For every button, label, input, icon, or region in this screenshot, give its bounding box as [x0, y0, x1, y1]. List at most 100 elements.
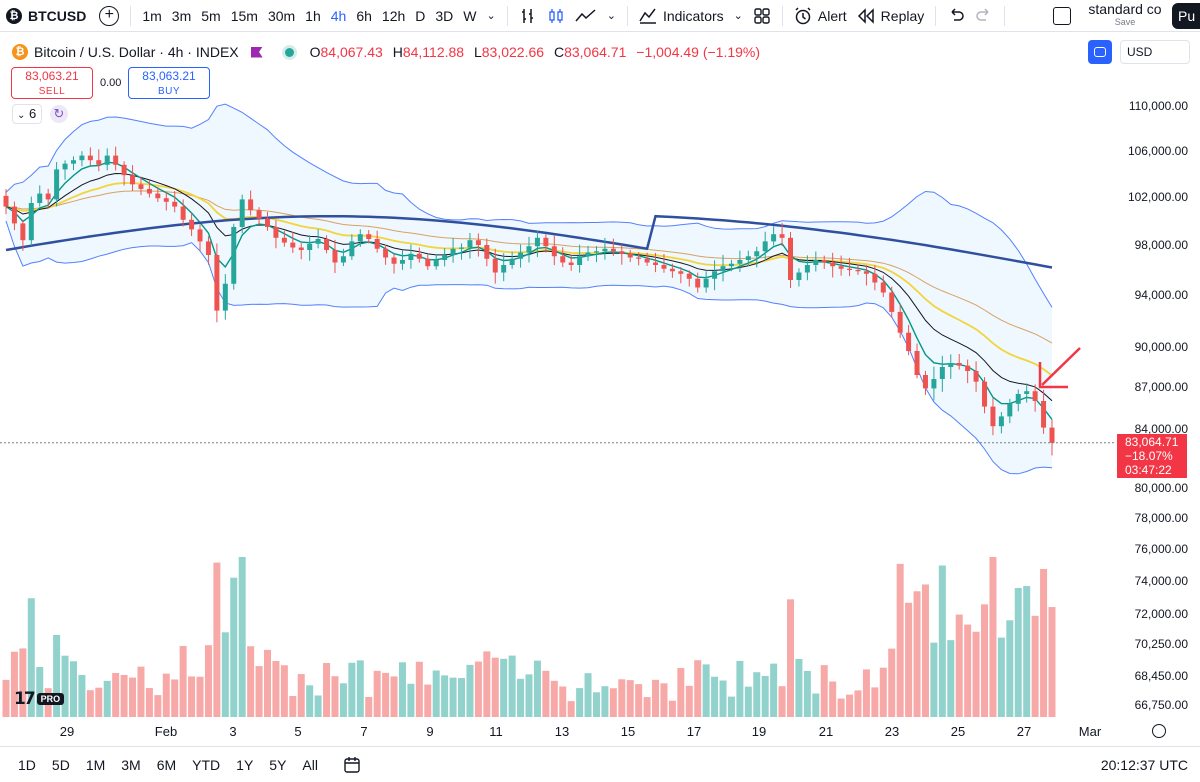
volume-bar [247, 646, 255, 717]
time-tick-label: 29 [60, 724, 74, 739]
fullscreen-button[interactable] [1048, 0, 1076, 32]
volume-bar [458, 678, 466, 717]
compare-button[interactable]: + [94, 0, 124, 32]
candle-body [830, 262, 836, 267]
price-axis[interactable]: 110,000.00 106,000.00 102,000.00 98,000.00 9… [1128, 99, 1188, 712]
layout-name-button[interactable]: standard co Save [1086, 3, 1172, 29]
range-5d[interactable]: 5D [51, 756, 70, 773]
layouts-button[interactable] [748, 0, 776, 32]
range-1m[interactable]: 1M [85, 756, 106, 773]
symbol-title[interactable]: Bitcoin / U.S. Dollar · 4h · INDEX [34, 44, 239, 60]
volume-bar [770, 663, 778, 717]
price-tick-label: 72,000.00 [1135, 607, 1189, 621]
candle-body [568, 262, 574, 265]
indicators-dropdown[interactable]: ⌄ [729, 0, 748, 32]
interval-5m[interactable]: 5m [201, 7, 221, 24]
candle-body [265, 218, 270, 227]
time-axis[interactable]: 29 Feb 3 5 7 9 11 13 15 17 19 21 23 25 27 Mar [60, 724, 1102, 739]
line-style-button[interactable] [570, 0, 602, 32]
candle-body [686, 273, 692, 279]
indicators-button[interactable]: Indicators [634, 0, 729, 32]
candle-body [712, 271, 718, 279]
volume-bar [221, 632, 229, 717]
tv-logo-icon: 17 [14, 689, 36, 709]
clock-time[interactable]: 20:12:37 UTC [1100, 757, 1188, 773]
candle-body [256, 210, 262, 219]
interval-6h[interactable]: 6h [356, 7, 372, 24]
interval-4h[interactable]: 4h [330, 7, 347, 24]
market-status-icon[interactable] [284, 47, 294, 57]
volume-bar [1014, 587, 1022, 717]
redo-button[interactable] [970, 0, 998, 32]
interval-dropdown[interactable]: ⌄ [482, 0, 501, 32]
range-5y[interactable]: 5Y [269, 756, 287, 773]
interval-30m[interactable]: 30m [267, 7, 296, 24]
volume-bar [154, 695, 162, 717]
range-6m[interactable]: 6M [156, 756, 177, 773]
alert-button[interactable]: Alert [789, 0, 852, 32]
last-price-change: −18.07% [1125, 449, 1173, 463]
volume-bar [390, 676, 398, 717]
toolbar-divider [1004, 5, 1006, 26]
date-range-button[interactable] [338, 747, 366, 782]
indicator-collapse-button[interactable]: ⌄ 6 [12, 104, 42, 124]
replay-button[interactable]: Replay [852, 0, 930, 32]
interval-1h[interactable]: 1h [305, 7, 321, 24]
volume-bar [69, 661, 77, 717]
candle-style-button[interactable] [542, 0, 570, 32]
line-chart-icon [575, 8, 596, 21]
interval-1m[interactable]: 1m [142, 7, 162, 24]
candle-body [87, 155, 93, 161]
volume-bar [533, 660, 541, 717]
candle-body [442, 255, 448, 260]
auto-scale-button[interactable] [1088, 40, 1112, 64]
range-1y[interactable]: 1Y [236, 756, 254, 773]
candle-body [897, 311, 903, 333]
interval-d[interactable]: D [415, 7, 426, 24]
interval-3m[interactable]: 3m [171, 7, 192, 24]
candle-body [307, 243, 313, 250]
volume-bar [483, 651, 491, 717]
sell-button[interactable]: 83,063.21 SELL [11, 67, 93, 99]
interval-15m[interactable]: 15m [230, 7, 258, 24]
time-tick-label: 27 [1017, 724, 1031, 739]
indicator-count: 6 [29, 106, 37, 121]
range-all[interactable]: All [302, 756, 318, 773]
candle-body [788, 237, 793, 280]
publish-button[interactable]: Pu [1172, 3, 1200, 29]
candle-body [518, 252, 524, 259]
chart-settings-icon[interactable] [1152, 724, 1166, 738]
interval-w[interactable]: W [463, 7, 477, 24]
currency-select[interactable]: USD [1120, 40, 1190, 64]
range-ytd[interactable]: YTD [192, 756, 221, 773]
chevron-down-icon: ⌄ [733, 10, 743, 22]
volume-bar [432, 670, 440, 717]
symbol-search[interactable]: ₿ BTCUSD [0, 0, 94, 32]
alert-label: Alert [817, 7, 847, 24]
price-tick-label: 102,000.00 [1128, 190, 1188, 204]
undo-button[interactable] [942, 0, 970, 32]
range-3m[interactable]: 3M [121, 756, 141, 773]
volume-bar [53, 634, 61, 717]
volume-bar [694, 660, 702, 717]
candle-body [847, 268, 853, 270]
interval-12h[interactable]: 12h [381, 7, 406, 24]
candle-body [155, 193, 161, 199]
tradingview-logo[interactable]: 17 PRO [14, 689, 65, 709]
buy-button[interactable]: 83,063.21 BUY [128, 67, 210, 99]
candle-body [492, 258, 498, 273]
candle-body [1024, 391, 1030, 394]
volume-bar [272, 661, 280, 717]
range-1d[interactable]: 1D [18, 756, 36, 773]
chart-type-dropdown[interactable]: ⌄ [602, 0, 621, 32]
candle-body [1049, 427, 1055, 443]
interval-3d[interactable]: 3D [435, 7, 454, 24]
bar-style-button[interactable] [514, 0, 542, 32]
volume-bar [719, 680, 727, 717]
flag-icon[interactable] [250, 46, 263, 58]
refresh-icon[interactable]: ↻ [50, 105, 68, 123]
volume-bar [997, 637, 1005, 717]
undo-icon [951, 7, 965, 21]
volume-bar [112, 672, 120, 717]
